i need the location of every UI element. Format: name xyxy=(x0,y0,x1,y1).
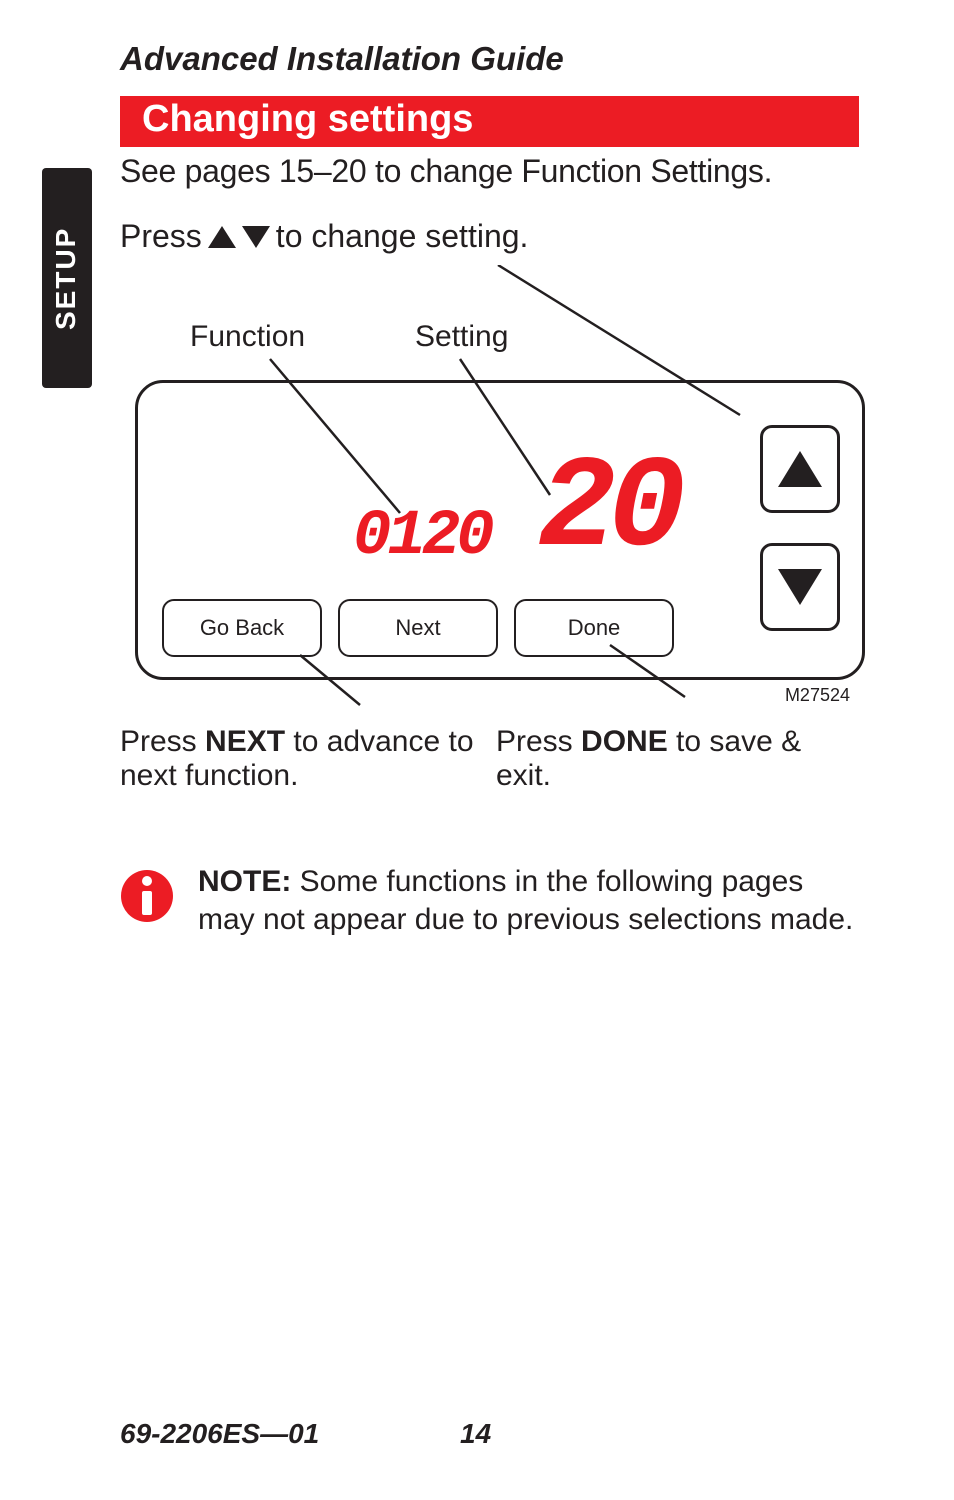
done-button[interactable]: Done xyxy=(514,599,674,657)
section-title: Changing settings xyxy=(120,96,859,147)
callout-next-pre: Press xyxy=(120,725,205,758)
callout-next: Press NEXT to advance to next function. xyxy=(120,725,480,793)
go-back-button[interactable]: Go Back xyxy=(162,599,322,657)
up-button[interactable] xyxy=(760,425,840,513)
up-arrow-icon xyxy=(778,451,822,487)
side-tab-label: SETUP xyxy=(50,230,82,330)
note-text: NOTE: Some functions in the following pa… xyxy=(198,863,854,938)
callout-done-pre: Press xyxy=(496,725,581,758)
device-outline: 0120 20 Go Back Next Done xyxy=(135,380,865,680)
side-tab: SETUP xyxy=(42,168,92,388)
note-label: NOTE: xyxy=(198,865,291,898)
down-triangle-icon xyxy=(242,226,270,248)
press-prefix: Press xyxy=(120,218,202,255)
setting-label: Setting xyxy=(415,320,508,354)
lcd-function-code: 0120 xyxy=(353,501,491,573)
page-footer: 69-2206ES—01 14 xyxy=(120,1418,854,1450)
info-icon xyxy=(120,869,174,923)
footer-part-number: 69-2206ES—01 xyxy=(120,1418,319,1450)
intro-text: See pages 15–20 to change Function Setti… xyxy=(120,153,854,190)
note-body: Some functions in the following pages ma… xyxy=(198,865,853,936)
model-number: M27524 xyxy=(785,685,850,706)
callout-done-bold: DONE xyxy=(581,725,668,758)
press-instruction: Press to change setting. xyxy=(120,218,854,255)
page-header: Advanced Installation Guide xyxy=(120,40,854,78)
note-block: NOTE: Some functions in the following pa… xyxy=(120,863,854,938)
callout-done: Press DONE to save & exit. xyxy=(496,725,846,793)
function-label: Function xyxy=(190,320,305,354)
device-diagram: Function Setting 0120 20 Go Back Next Do… xyxy=(120,265,880,725)
press-suffix: to change setting. xyxy=(276,218,529,255)
footer-page-number: 14 xyxy=(460,1418,491,1450)
lcd-setting-value: 20 xyxy=(538,437,678,584)
callout-next-bold: NEXT xyxy=(205,725,285,758)
down-arrow-icon xyxy=(778,569,822,605)
next-button[interactable]: Next xyxy=(338,599,498,657)
up-triangle-icon xyxy=(208,226,236,248)
callout-row: Press NEXT to advance to next function. … xyxy=(120,725,854,793)
down-button[interactable] xyxy=(760,543,840,631)
